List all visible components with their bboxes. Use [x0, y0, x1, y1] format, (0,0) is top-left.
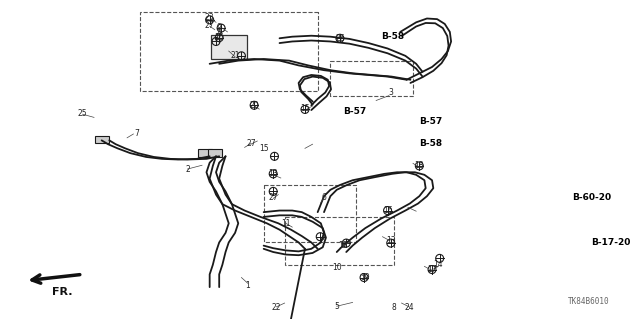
Bar [264, 185, 356, 242]
Text: B-58: B-58 [381, 32, 404, 41]
Text: 27: 27 [246, 139, 256, 148]
Text: 11: 11 [281, 219, 291, 228]
Text: B-57: B-57 [419, 117, 443, 126]
Text: 8: 8 [392, 303, 396, 312]
Bar [198, 149, 212, 157]
Text: TK84B6010: TK84B6010 [568, 297, 610, 306]
Bar [95, 136, 109, 143]
Text: 16: 16 [383, 206, 392, 215]
Text: 21: 21 [230, 51, 240, 60]
Text: 24: 24 [405, 303, 415, 312]
Text: 26: 26 [335, 34, 345, 43]
Text: 27: 27 [268, 193, 278, 202]
Text: 25: 25 [78, 109, 88, 118]
Text: 17: 17 [428, 265, 437, 274]
Text: 9: 9 [217, 23, 221, 32]
Bar [207, 149, 221, 157]
Bar [285, 217, 394, 265]
Text: 22: 22 [271, 303, 281, 312]
Text: 27: 27 [205, 21, 214, 30]
Text: 5: 5 [334, 302, 339, 311]
Text: 4: 4 [217, 29, 221, 38]
Text: 3: 3 [388, 88, 393, 97]
Bar [330, 61, 413, 96]
Text: 16: 16 [214, 33, 224, 42]
Text: FR.: FR. [52, 287, 72, 297]
Text: B-57: B-57 [343, 107, 366, 116]
Bar [211, 35, 246, 59]
Text: 13: 13 [386, 236, 396, 245]
Text: 7: 7 [134, 130, 139, 138]
Text: 13: 13 [268, 169, 278, 178]
Text: 20: 20 [250, 101, 259, 110]
Text: B-60-20: B-60-20 [572, 193, 611, 202]
Text: 15: 15 [300, 104, 310, 113]
Text: B-17-20: B-17-20 [591, 238, 630, 247]
Bar [140, 12, 317, 91]
Text: B-58: B-58 [419, 139, 442, 148]
Text: 10: 10 [332, 263, 342, 272]
Text: 23: 23 [205, 13, 214, 22]
Text: 18: 18 [415, 161, 424, 170]
Text: 19: 19 [360, 273, 370, 282]
Text: 6: 6 [321, 193, 326, 202]
Text: 12: 12 [339, 241, 348, 250]
Text: 15: 15 [259, 144, 269, 153]
Text: 14: 14 [433, 260, 444, 269]
Text: 2: 2 [185, 165, 190, 174]
Text: 1: 1 [245, 281, 250, 290]
